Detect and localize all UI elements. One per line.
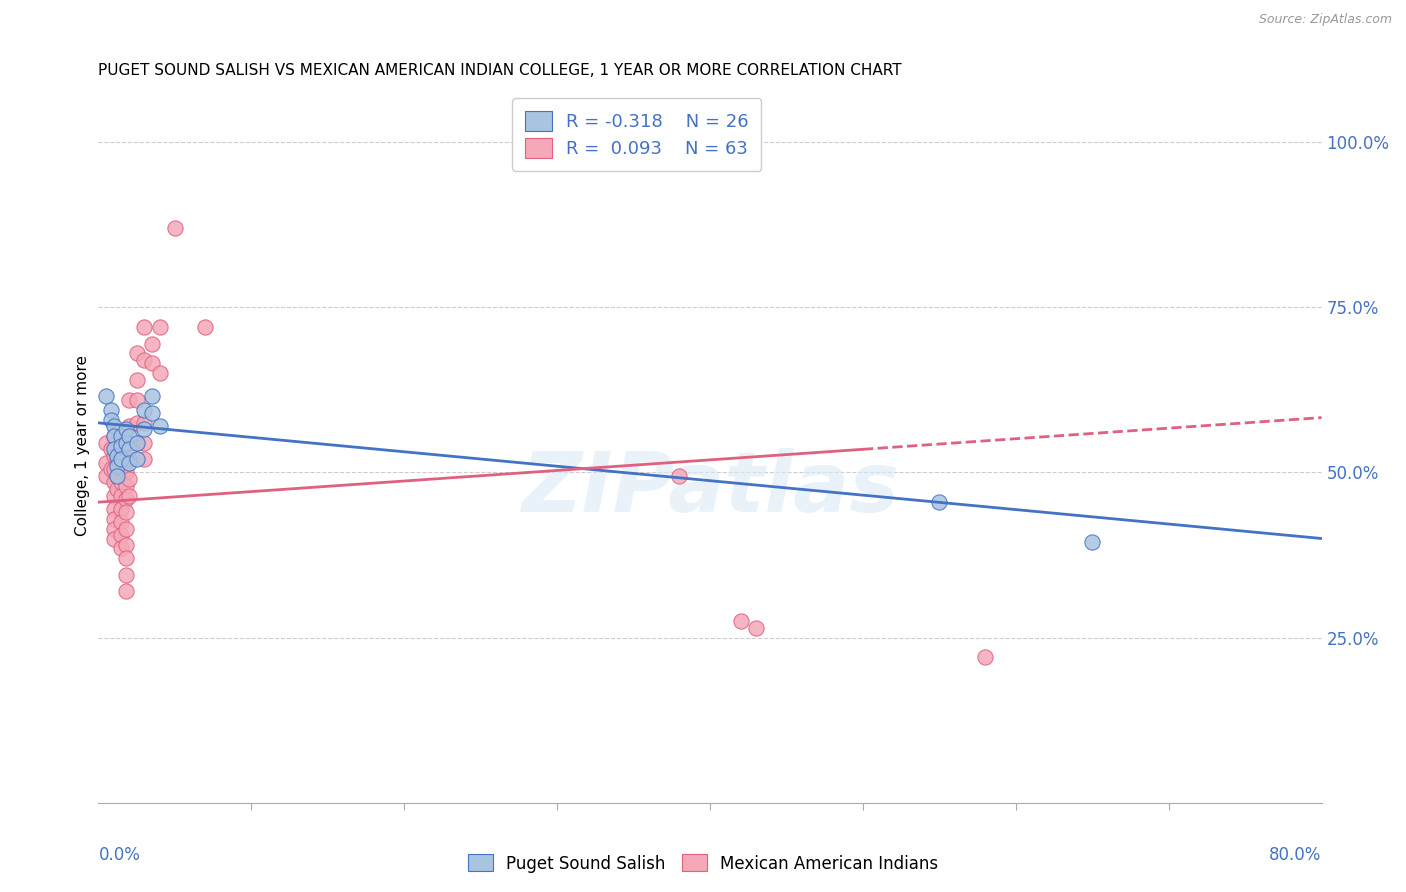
- Point: [125, 373, 148, 387]
- Point: [100, 402, 122, 417]
- Point: [115, 452, 138, 467]
- Point: [94, 456, 117, 470]
- Point: [103, 501, 125, 516]
- Point: [103, 419, 125, 434]
- Point: [105, 468, 128, 483]
- Point: [141, 336, 163, 351]
- Point: [118, 442, 141, 457]
- Point: [103, 449, 125, 463]
- Point: [141, 389, 163, 403]
- Point: [134, 422, 156, 436]
- Point: [125, 392, 148, 407]
- Point: [94, 389, 117, 403]
- Point: [118, 456, 141, 470]
- Point: [103, 511, 125, 525]
- Point: [103, 522, 125, 536]
- Point: [115, 422, 138, 436]
- Point: [115, 584, 138, 599]
- Point: [103, 442, 125, 457]
- Point: [110, 439, 132, 453]
- Point: [103, 429, 125, 443]
- Point: [94, 435, 117, 450]
- Point: [110, 489, 132, 503]
- Point: [103, 429, 125, 443]
- Point: [125, 346, 148, 360]
- Point: [115, 505, 138, 519]
- Point: [134, 353, 156, 368]
- Y-axis label: College, 1 year or more: College, 1 year or more: [75, 356, 90, 536]
- Point: [115, 551, 138, 566]
- Point: [110, 475, 132, 490]
- Point: [105, 449, 128, 463]
- Point: [125, 435, 148, 450]
- Point: [974, 650, 997, 665]
- Point: [94, 468, 117, 483]
- Point: [105, 452, 128, 467]
- Point: [103, 462, 125, 476]
- Point: [1081, 534, 1104, 549]
- Point: [149, 367, 172, 381]
- Point: [163, 221, 186, 235]
- Point: [110, 528, 132, 542]
- Point: [149, 320, 172, 334]
- Point: [110, 429, 132, 443]
- Point: [115, 522, 138, 536]
- Text: 80.0%: 80.0%: [1270, 846, 1322, 863]
- Point: [100, 442, 122, 457]
- Point: [115, 567, 138, 582]
- Point: [125, 452, 148, 467]
- Point: [100, 462, 122, 476]
- Point: [730, 614, 752, 628]
- Point: [125, 435, 148, 450]
- Point: [118, 392, 141, 407]
- Point: [118, 429, 141, 443]
- Point: [115, 435, 138, 450]
- Point: [110, 515, 132, 529]
- Point: [118, 419, 141, 434]
- Point: [110, 501, 132, 516]
- Point: [115, 538, 138, 552]
- Point: [928, 495, 950, 509]
- Point: [194, 320, 217, 334]
- Point: [745, 621, 768, 635]
- Legend: Puget Sound Salish, Mexican American Indians: Puget Sound Salish, Mexican American Ind…: [461, 847, 945, 880]
- Point: [125, 416, 148, 430]
- Point: [103, 532, 125, 546]
- Point: [103, 489, 125, 503]
- Text: ZIPatlas: ZIPatlas: [522, 449, 898, 529]
- Point: [115, 466, 138, 480]
- Point: [118, 489, 141, 503]
- Point: [134, 402, 156, 417]
- Point: [134, 320, 156, 334]
- Point: [103, 475, 125, 490]
- Point: [110, 435, 132, 450]
- Point: [100, 412, 122, 426]
- Point: [115, 435, 138, 450]
- Text: 0.0%: 0.0%: [98, 846, 141, 863]
- Point: [141, 356, 163, 370]
- Point: [110, 449, 132, 463]
- Point: [668, 468, 690, 483]
- Point: [118, 452, 141, 467]
- Point: [134, 452, 156, 467]
- Point: [118, 435, 141, 450]
- Point: [134, 435, 156, 450]
- Point: [110, 462, 132, 476]
- Text: PUGET SOUND SALISH VS MEXICAN AMERICAN INDIAN COLLEGE, 1 YEAR OR MORE CORRELATIO: PUGET SOUND SALISH VS MEXICAN AMERICAN I…: [98, 63, 903, 78]
- Point: [115, 478, 138, 492]
- Point: [141, 406, 163, 420]
- Text: Source: ZipAtlas.com: Source: ZipAtlas.com: [1258, 13, 1392, 27]
- Point: [110, 541, 132, 556]
- Point: [105, 482, 128, 496]
- Point: [115, 491, 138, 506]
- Point: [134, 416, 156, 430]
- Point: [149, 419, 172, 434]
- Point: [105, 458, 128, 473]
- Point: [110, 452, 132, 467]
- Point: [105, 468, 128, 483]
- Legend: R = -0.318    N = 26, R =  0.093    N = 63: R = -0.318 N = 26, R = 0.093 N = 63: [512, 98, 762, 170]
- Point: [118, 472, 141, 486]
